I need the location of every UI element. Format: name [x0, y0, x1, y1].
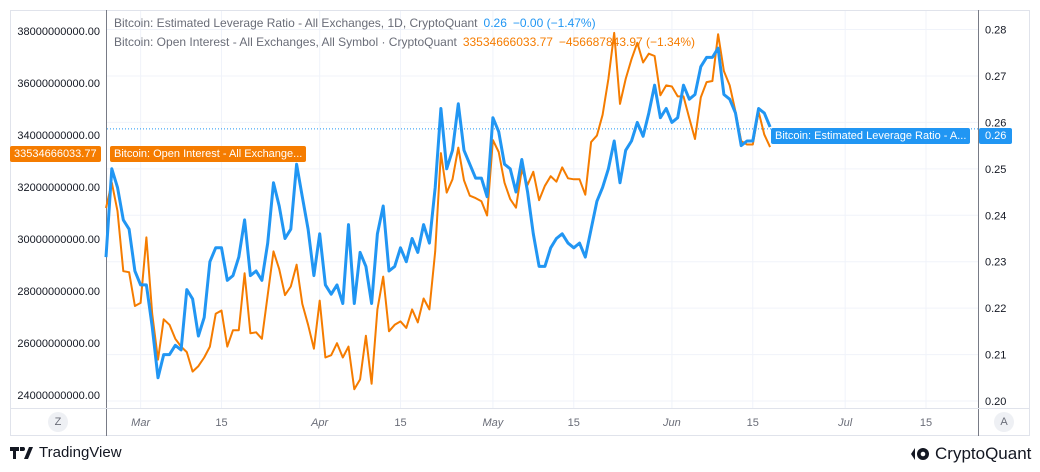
- left-tick-label: 32000000000.00: [17, 182, 100, 194]
- right-price-axis[interactable]: 0.20 0.21 0.22 0.23 0.24 0.25 0.26 0.27 0.28: [985, 25, 1006, 409]
- right-tick-label: 0.20: [985, 396, 1006, 408]
- time-tick-label: Apr: [310, 417, 329, 429]
- time-tick-label: Mar: [131, 417, 151, 429]
- legend-leverage-value: 0.26: [483, 16, 507, 30]
- right-tick-label: 0.25: [985, 164, 1006, 176]
- leverage-ratio-line: [104, 46, 772, 380]
- left-tick-label: 36000000000.00: [17, 78, 100, 90]
- oi-price-label: 33534666033.77: [10, 146, 101, 162]
- right-tick-label: 0.24: [985, 210, 1006, 222]
- right-tick-label: 0.21: [985, 350, 1006, 362]
- cryptoquant-brand: CryptoQuant: [935, 444, 1032, 463]
- series-lines: [104, 31, 978, 391]
- tradingview-brand: TradingView: [39, 444, 122, 461]
- time-tick-label: 15: [568, 417, 580, 429]
- time-tick-label: 15: [920, 417, 932, 429]
- right-tick-label: 0.26: [985, 117, 1006, 129]
- legend-leverage-change: −0.00 (−1.47%): [512, 16, 596, 30]
- left-tick-label: 30000000000.00: [17, 234, 100, 246]
- tradingview-logo[interactable]: TradingView: [10, 444, 122, 461]
- right-tick-label: 0.28: [985, 25, 1006, 37]
- open-interest-line: [105, 31, 772, 391]
- legend-leverage-title: Bitcoin: Estimated Leverage Ratio - All …: [114, 16, 478, 30]
- cryptoquant-icon: [911, 448, 929, 460]
- leverage-price-label: 0.26: [979, 128, 1013, 144]
- chart-frame: [10, 10, 1030, 436]
- oi-series-name-label: Bitcoin: Open Interest - All Exchange...: [110, 146, 307, 162]
- grid-lines: [107, 10, 978, 408]
- legend-oi-change: −456687843.97 (−1.34%): [558, 35, 696, 49]
- legend-leverage[interactable]: Bitcoin: Estimated Leverage Ratio - All …: [114, 16, 596, 30]
- right-scale-button[interactable]: A: [994, 412, 1014, 432]
- tradingview-icon: [10, 446, 33, 459]
- right-tick-label: 0.27: [985, 71, 1006, 83]
- time-tick-label: Jun: [662, 417, 681, 429]
- time-axis[interactable]: Mar 15 Apr 15 May 15 Jun 15 Jul 15: [131, 417, 932, 429]
- right-tick-label: 0.22: [985, 303, 1006, 315]
- outer-border: [10, 10, 1030, 436]
- time-tick-label: Jul: [837, 417, 853, 429]
- right-tick-label: 0.23: [985, 257, 1006, 269]
- left-tick-label: 26000000000.00: [17, 338, 100, 350]
- left-tick-label: 28000000000.00: [17, 286, 100, 298]
- time-tick-label: May: [483, 417, 505, 429]
- legend-oi-title: Bitcoin: Open Interest - All Exchanges, …: [114, 35, 457, 49]
- cryptoquant-logo[interactable]: CryptoQuant: [910, 444, 1031, 464]
- time-tick-label: 15: [747, 417, 759, 429]
- left-tick-label: 24000000000.00: [17, 390, 100, 402]
- left-tick-label: 38000000000.00: [17, 26, 100, 38]
- leverage-series-name-label: Bitcoin: Estimated Leverage Ratio - A...: [771, 128, 971, 144]
- legend-oi-value: 33534666033.77: [462, 35, 553, 49]
- left-scale-button[interactable]: Z: [48, 412, 68, 432]
- time-tick-label: 15: [215, 417, 227, 429]
- left-price-axis[interactable]: 24000000000.00 26000000000.00 28000000000.…: [17, 26, 100, 402]
- time-tick-label: 15: [394, 417, 406, 429]
- left-tick-label: 34000000000.00: [17, 130, 100, 142]
- legend-open-interest[interactable]: Bitcoin: Open Interest - All Exchanges, …: [114, 35, 695, 49]
